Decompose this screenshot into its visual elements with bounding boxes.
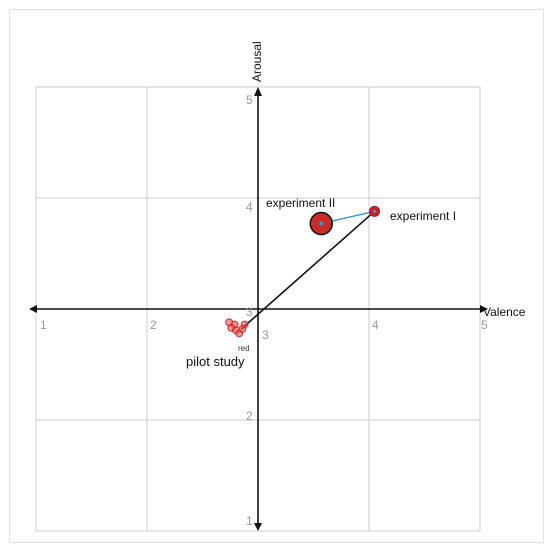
y-axis-title: Arousal [250,41,264,82]
pilot-study-sublabel: red [238,344,250,353]
experiment-i-label: experiment I [390,209,456,223]
y-tick-label: 2 [246,409,253,423]
x-tick-label: 3 [262,328,269,342]
experiment-ii-label: experiment II [266,196,335,210]
data-points [225,205,381,338]
connectors [240,210,376,330]
y-axis-arrow-up [254,87,262,96]
experiment-ii-center [319,221,324,226]
chart-frame [9,9,544,543]
x-tick-label: 5 [481,318,488,332]
x-axis-arrow-left [29,305,37,313]
y-tick-label: 1 [246,514,253,528]
pilot-study-marker [227,323,236,332]
experiment-i-center [372,209,377,213]
y-tick-label: 4 [246,200,253,214]
x-tick-label: 2 [150,318,157,332]
x-tick-label: 4 [372,318,379,332]
point-labels: experiment II experiment I pilot study r… [186,196,456,369]
connector-line [240,210,376,330]
pilot-study-marker [235,329,244,338]
x-axis-arrow-right [480,305,488,313]
axes [29,87,488,531]
x-tick-label: 1 [40,318,47,332]
x-axis-title: Valence [483,305,526,319]
tick-labels: 1 2 3 4 5 1 2 3 4 5 [40,93,488,528]
y-axis-arrow-down [254,523,262,531]
y-tick-label: 5 [246,93,253,107]
y-tick-label: 3 [246,305,253,319]
pilot-study-label: pilot study [186,354,245,369]
